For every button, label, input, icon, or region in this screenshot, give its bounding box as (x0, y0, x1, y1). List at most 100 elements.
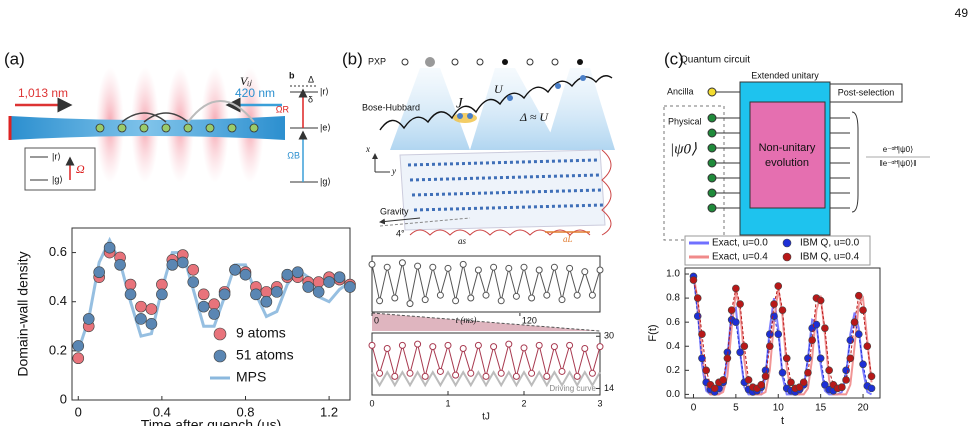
data-point (124, 288, 137, 301)
plot-frame (371, 255, 601, 313)
data-point (398, 259, 406, 267)
y-axis-label: Domain-wall density (15, 251, 31, 376)
x-axis-label: tJ (482, 412, 490, 423)
data-point (72, 340, 85, 352)
x-tick-label: 0 (75, 404, 82, 419)
data-point (808, 336, 816, 345)
y-tick-label: 0.8 (666, 293, 680, 304)
data-point (187, 276, 200, 288)
data-point (291, 266, 304, 279)
data-point (333, 271, 346, 283)
data-point (505, 340, 513, 348)
panel-label: (a) (4, 49, 25, 68)
data-point (398, 341, 406, 349)
data-point (795, 383, 804, 391)
data-point (187, 263, 200, 276)
data-point (436, 367, 444, 375)
legend-swatch (782, 252, 792, 262)
data-point (156, 278, 168, 291)
data-point (842, 376, 850, 384)
ramp-label: t (ms) (456, 315, 477, 325)
data-point (765, 330, 774, 339)
data-point (505, 264, 513, 272)
data-point (867, 384, 876, 393)
data-point (391, 372, 399, 380)
data-point (490, 263, 498, 271)
legend-label: IBM Q, u=0.0 (800, 238, 860, 249)
detuning-label: Δ (308, 74, 314, 84)
data-point (859, 360, 867, 369)
data-point (573, 291, 581, 299)
data-point (543, 291, 551, 299)
data-point (859, 306, 867, 314)
data-point (512, 372, 520, 380)
legend-label: MPS (236, 369, 266, 385)
axis-label: y (391, 166, 396, 176)
data-point (867, 372, 876, 381)
x-tick-label: 0 (691, 403, 697, 414)
data-point (323, 276, 335, 288)
x-tick-label: 1 (445, 398, 450, 408)
legend-swatch (213, 327, 227, 341)
x-tick-label: 3 (597, 398, 602, 408)
data-point (135, 313, 147, 325)
data-point (344, 281, 356, 293)
gravity-label: Gravity (380, 206, 409, 216)
x-tick-label: 15 (815, 403, 827, 414)
legend-label: 51 atoms (236, 347, 294, 363)
data-point (467, 369, 475, 377)
data-point (520, 263, 528, 271)
data-point (528, 294, 536, 302)
data-point (82, 313, 95, 325)
detuning-label: δ (308, 94, 313, 104)
data-point (124, 278, 137, 291)
x-tick-label: 1.2 (320, 404, 338, 419)
data-point (302, 281, 314, 293)
data-point (732, 284, 740, 293)
data-point (689, 276, 698, 284)
data-point (250, 288, 262, 301)
data-point (528, 369, 536, 377)
x-tick-label: 0.4 (153, 404, 171, 419)
data-point (406, 369, 414, 377)
evolution-label: Non-unitary (759, 142, 816, 154)
data-point (566, 264, 574, 272)
data-point (719, 376, 727, 384)
x-tick-label: 20 (857, 403, 869, 414)
data-point (550, 343, 558, 351)
data-point (497, 369, 505, 377)
data-point (208, 298, 220, 310)
y-tick-label: 0.2 (49, 342, 67, 357)
ramp-area (372, 313, 600, 331)
ramp-edge (371, 312, 601, 332)
data-point (566, 341, 574, 349)
x-tick-label: 0 (369, 398, 374, 408)
detuning-label: Δ ≈ U (519, 110, 549, 124)
data-point (838, 383, 846, 391)
data-point (863, 342, 872, 351)
data-point (778, 306, 787, 314)
qubit-label: Physical (668, 116, 702, 126)
data-point (744, 376, 753, 384)
data-point (736, 348, 744, 357)
data-point (846, 354, 855, 363)
data-point (596, 343, 604, 351)
x-tick-label: 0.8 (236, 404, 254, 419)
data-point (693, 294, 702, 302)
rabi-label: ΩB (287, 150, 300, 160)
data-point (535, 341, 543, 349)
data-point (135, 300, 147, 313)
data-point (383, 345, 391, 352)
data-point (774, 282, 783, 290)
y-tick-label: 0.2 (666, 365, 680, 376)
data-point (770, 312, 778, 320)
data-point (774, 330, 783, 339)
data-point (368, 260, 376, 268)
series-line (371, 343, 601, 379)
lattice-diagram (372, 57, 615, 236)
data-point (710, 384, 719, 393)
y-tick-label: 0.0 (666, 389, 680, 400)
plot-frame (371, 332, 601, 396)
output-label: e⁻ᵅᴴ|ψ0⟩ (883, 145, 913, 154)
